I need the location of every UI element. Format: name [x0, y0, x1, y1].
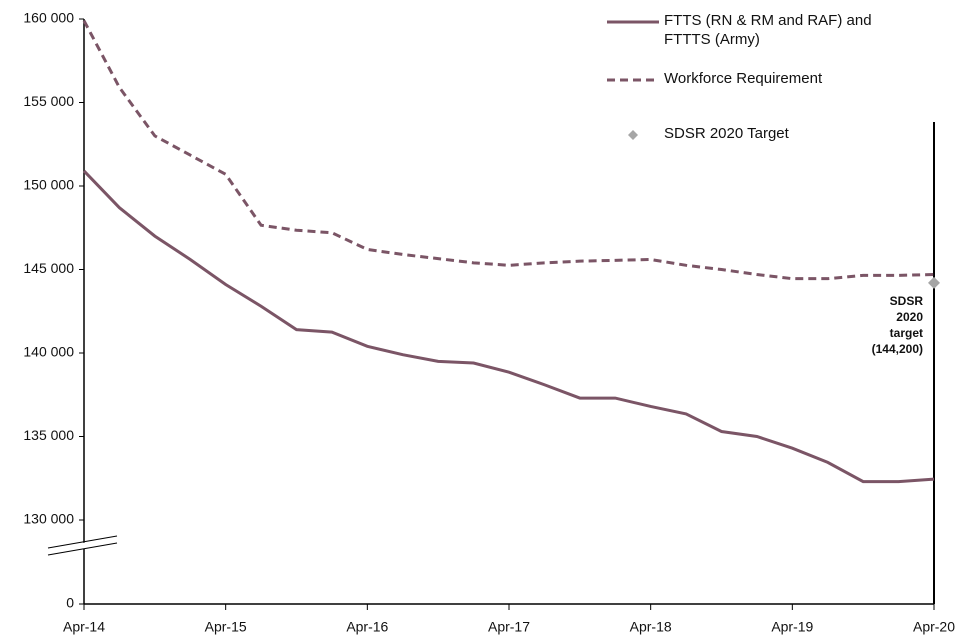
axis-break — [47, 542, 118, 556]
x-tick-label: Apr-16 — [346, 619, 388, 635]
legend-entry: Workforce Requirement — [664, 70, 823, 87]
legend-entry: SDSR 2020 Target — [664, 125, 789, 142]
legend-label: FTTS (RN & RM and RAF) and FTTTS (Army) — [664, 12, 872, 48]
target-marker — [928, 276, 940, 289]
x-tick-label: Apr-19 — [771, 619, 813, 635]
x-tick-label: Apr-15 — [205, 619, 247, 635]
annotation: target — [890, 326, 923, 340]
y-tick-label: 155 000 — [23, 93, 74, 109]
y-tick-label: 150 000 — [23, 177, 74, 193]
x-tick-label: Apr-17 — [488, 619, 530, 635]
annotation: (144,200) — [872, 342, 923, 356]
x-tick-label: Apr-18 — [630, 619, 672, 635]
series-line — [82, 169, 935, 484]
legend-label: SDSR 2020 Target — [664, 125, 789, 142]
annotation: 2020 — [896, 310, 923, 324]
x-tick-label: Apr-20 — [913, 619, 955, 635]
y-tick-label: 145 000 — [23, 260, 74, 276]
y-tick-label: 0 — [66, 595, 74, 611]
y-tick-label: 135 000 — [23, 427, 74, 443]
axis-break — [47, 535, 118, 549]
y-tick-label: 140 000 — [23, 344, 74, 360]
x-tick-label: Apr-14 — [63, 619, 105, 635]
legend-entry: FTTS (RN & RM and RAF) and FTTTS (Army) — [664, 12, 872, 48]
y-tick-label: 130 000 — [23, 511, 74, 527]
legend-marker — [628, 130, 638, 140]
axis-break-gap — [48, 537, 117, 555]
legend-label: Workforce Requirement — [664, 70, 823, 87]
y-tick-label: 160 000 — [23, 10, 74, 26]
annotation: SDSR — [890, 294, 924, 308]
